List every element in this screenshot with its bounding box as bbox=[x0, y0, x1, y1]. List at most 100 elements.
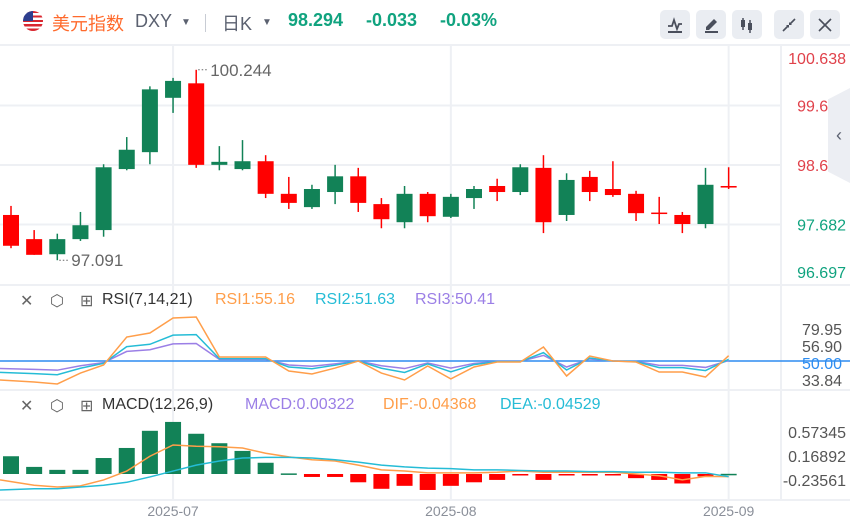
candle-body bbox=[628, 193, 645, 214]
close-icon bbox=[818, 17, 832, 32]
indicator-button[interactable] bbox=[660, 10, 690, 39]
divider bbox=[205, 14, 206, 32]
candle-body bbox=[674, 214, 691, 225]
expand-icon[interactable]: ⊞ bbox=[80, 293, 94, 310]
candle-body bbox=[720, 185, 737, 188]
rsi-axis-label: 79.95 bbox=[802, 322, 842, 339]
candle bbox=[95, 164, 112, 237]
macd-bar bbox=[350, 474, 367, 483]
candle-body bbox=[466, 189, 482, 199]
macd-bar bbox=[327, 474, 344, 477]
price-change-pct: -0.03% bbox=[440, 10, 498, 30]
candlestick-type-icon bbox=[741, 17, 752, 33]
candle-body bbox=[188, 83, 205, 165]
candle-body bbox=[697, 184, 714, 225]
candle-body bbox=[581, 176, 598, 193]
candle-body bbox=[512, 167, 529, 193]
settings-icon[interactable]: ⬡ bbox=[50, 398, 64, 415]
x-tick-label: 2025-08 bbox=[425, 503, 477, 519]
candle-body bbox=[141, 89, 158, 153]
dea-line bbox=[0, 456, 729, 491]
candle-body bbox=[327, 176, 344, 193]
price-axis-label: 97.682 bbox=[797, 218, 846, 235]
macd-bar bbox=[165, 421, 182, 474]
x-tick-label: 2025-09 bbox=[703, 503, 755, 519]
macd-title: MACD(12,26,9) bbox=[102, 396, 214, 413]
candle bbox=[118, 137, 135, 171]
instrument-name[interactable]: 美元指数 bbox=[52, 14, 124, 34]
draw-button[interactable] bbox=[696, 10, 726, 39]
indicator-line-icon bbox=[668, 16, 682, 33]
macd-bar bbox=[581, 474, 598, 476]
rsi-axis-label: 56.90 bbox=[802, 339, 842, 356]
settings-icon[interactable]: ⬡ bbox=[50, 293, 64, 310]
candle bbox=[3, 205, 19, 249]
minimize-button[interactable] bbox=[774, 10, 804, 39]
macd-bar bbox=[118, 447, 135, 474]
rsi-axis-label: 33.84 bbox=[802, 373, 842, 390]
candle-body bbox=[49, 239, 66, 255]
period-chevron-down-icon[interactable]: ▼ bbox=[262, 17, 272, 28]
candle-body bbox=[604, 189, 621, 196]
candle-body bbox=[26, 239, 43, 255]
instrument-symbol[interactable]: DXY bbox=[135, 11, 173, 31]
candle bbox=[512, 164, 529, 196]
macd-axis-label: 0.57345 bbox=[788, 425, 846, 442]
candle bbox=[720, 167, 737, 190]
candle bbox=[211, 146, 228, 171]
candle bbox=[165, 77, 182, 113]
draw-pen-icon bbox=[705, 18, 718, 33]
macd-bar bbox=[697, 474, 714, 477]
candle bbox=[442, 193, 459, 218]
price-annotation: 97.091 bbox=[71, 251, 123, 270]
macd-value: MACD:0.00322 bbox=[245, 396, 355, 413]
candle-body bbox=[234, 161, 251, 170]
macd-bar bbox=[280, 473, 297, 475]
macd-bar bbox=[72, 469, 89, 474]
macd-bar bbox=[535, 474, 552, 480]
candle bbox=[303, 184, 320, 209]
candle bbox=[49, 233, 66, 261]
candle-body bbox=[165, 80, 182, 98]
last-price: 98.294 bbox=[288, 10, 344, 30]
remove-indicator-icon[interactable]: ✕ bbox=[20, 293, 34, 310]
close-button[interactable] bbox=[810, 10, 840, 39]
macd-bar bbox=[373, 474, 390, 489]
symbol-chevron-down-icon[interactable]: ▼ bbox=[181, 17, 191, 28]
candle-body bbox=[3, 214, 19, 246]
macd-bar bbox=[628, 474, 645, 479]
collapse-arrows-icon bbox=[782, 17, 796, 32]
macd-bar bbox=[26, 466, 43, 474]
period-select[interactable]: 日K bbox=[222, 14, 253, 34]
macd-bar bbox=[489, 474, 506, 480]
macd-bar bbox=[466, 474, 482, 483]
candle-body bbox=[118, 149, 135, 170]
macd-bar bbox=[558, 474, 575, 476]
macd-bar bbox=[234, 450, 251, 474]
candle bbox=[489, 178, 506, 202]
remove-indicator-icon[interactable]: ✕ bbox=[20, 398, 34, 415]
expand-icon[interactable]: ⊞ bbox=[80, 398, 94, 415]
macd-bar bbox=[257, 462, 274, 474]
candle-body bbox=[651, 212, 668, 215]
macd-bar bbox=[604, 474, 621, 476]
candle bbox=[466, 185, 482, 209]
dif-value: DIF:-0.04368 bbox=[383, 396, 477, 413]
macd-bar bbox=[419, 474, 436, 490]
macd-bar bbox=[141, 430, 158, 474]
candle-body bbox=[419, 193, 436, 217]
chart-header: 美元指数 DXY ▼ 日K ▼ 98.294 -0.033 -0.03% bbox=[0, 0, 850, 45]
rsi-line-rsi3 bbox=[0, 342, 729, 371]
macd-bar bbox=[674, 474, 691, 484]
candle bbox=[419, 192, 436, 223]
price-axis-label: 96.697 bbox=[797, 265, 846, 282]
chart-type-button[interactable] bbox=[732, 10, 762, 39]
candle bbox=[280, 176, 297, 209]
candle bbox=[697, 167, 714, 229]
candle bbox=[628, 190, 645, 222]
candle bbox=[257, 155, 274, 199]
macd-bar bbox=[3, 456, 19, 474]
collapse-sidebar-tab[interactable]: ‹ bbox=[828, 88, 850, 183]
x-tick-label: 2025-07 bbox=[147, 503, 199, 519]
